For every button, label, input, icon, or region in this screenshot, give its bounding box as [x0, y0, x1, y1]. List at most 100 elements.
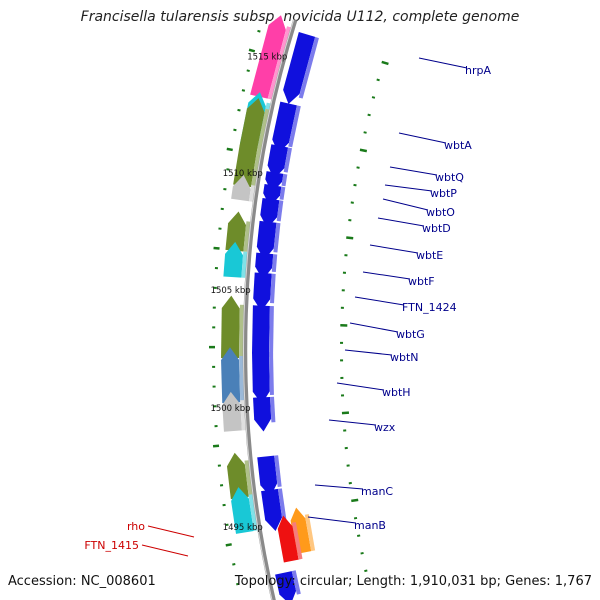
- forward-gene-11-body: [252, 351, 270, 404]
- backbone-highlight: [243, 19, 295, 600]
- forward-gene-1-face: [298, 36, 319, 99]
- outer-tick: [356, 166, 360, 169]
- reverse-gene-1-body: [250, 15, 286, 99]
- gene-label: FTN_1415: [84, 539, 139, 552]
- forward-gene-2: [272, 101, 301, 154]
- reverse-gene-3-face: [257, 108, 270, 150]
- forward-gene-7: [256, 220, 281, 260]
- rho-gene-face: [304, 514, 316, 552]
- forward-gene-3: [267, 144, 292, 180]
- reverse-gene-11-face: [244, 460, 253, 497]
- forward-gene-9-body: [253, 272, 272, 312]
- gene-label: wbtF: [408, 275, 435, 288]
- gene-label: wbtO: [426, 206, 455, 219]
- reverse-gene-6: [225, 211, 251, 252]
- scale-label: 1505 kbp: [211, 286, 251, 296]
- scale-tick: [226, 147, 233, 152]
- accession-text: Accession: NC_008601: [8, 574, 156, 589]
- gene-label: wbtH: [382, 386, 411, 399]
- scale-label: 1510 kbp: [223, 169, 263, 179]
- forward-gene-10-face: [269, 305, 274, 357]
- scale-ticks: 1515 kbp 1510 kbp 1505 kbp 1500 kbp 1495 kbp: [209, 29, 287, 586]
- gene-features: [221, 15, 319, 600]
- reverse-gene-3-body: [239, 98, 265, 149]
- scale-tick: [236, 582, 240, 586]
- reverse-gene-10-body: [222, 391, 242, 432]
- forward-gene-14-face: [277, 488, 287, 522]
- gene-label: wzx: [374, 421, 396, 434]
- forward-gene-12-body: [253, 396, 272, 432]
- outer-tick: [363, 131, 367, 134]
- reverse-gene-12-body: [231, 487, 254, 534]
- forward-gene-10: [252, 305, 274, 366]
- forward-gene-8-face: [271, 254, 278, 273]
- scale-label: 1515 kbp: [247, 52, 287, 62]
- forward-gene-14: [261, 488, 287, 532]
- forward-gene-13-body: [257, 455, 278, 497]
- forward-gene-13: [257, 455, 282, 497]
- reverse-gene-1-face: [267, 26, 291, 100]
- leader-line: [369, 244, 419, 254]
- reverse-gene-6-body: [225, 211, 247, 252]
- outer-tick: [371, 96, 376, 99]
- leader-line: [349, 322, 399, 333]
- scale-tick: [232, 563, 236, 566]
- reverse-gene-12: [231, 487, 258, 534]
- gene-label: wbtQ: [435, 171, 464, 184]
- forward-gene-2-face: [288, 105, 301, 148]
- leader-line: [307, 516, 357, 524]
- gene-label: wbtD: [422, 222, 451, 235]
- reverse-gene-1: [250, 15, 291, 100]
- forward-gene-14-body: [261, 488, 282, 532]
- leader-line: [377, 217, 425, 227]
- scale-tick: [233, 128, 237, 132]
- gene-label: wbtA: [444, 139, 472, 152]
- forward-gene-11-face: [269, 351, 274, 396]
- backbone: [242, 19, 298, 600]
- gene-label: rho: [127, 520, 145, 533]
- leader-line: [147, 525, 195, 538]
- forward-gene-11: [252, 351, 274, 404]
- reverse-gene-7-body: [223, 241, 244, 278]
- outer-tick: [351, 498, 359, 503]
- reverse-gene-4-body: [233, 134, 258, 188]
- reverse-gene-6-face: [243, 221, 251, 252]
- forward-gene-5-face: [279, 186, 286, 200]
- leader-line: [314, 484, 364, 490]
- scale-tick: [237, 108, 241, 112]
- reverse-gene-11-body: [226, 452, 249, 500]
- leader-line: [418, 57, 468, 69]
- gene-label: wbtE: [416, 249, 443, 262]
- gene-label: hrpA: [465, 64, 491, 77]
- reverse-gene-4-face: [250, 144, 262, 188]
- forward-gene-4-face: [281, 173, 288, 187]
- scale-tick: [225, 543, 232, 547]
- forward-gene-9: [253, 272, 276, 312]
- gene-label: FTN_1424: [402, 301, 457, 314]
- scale-tick: [241, 89, 246, 92]
- forward-gene-1: [283, 32, 319, 104]
- scale-label: 1500 kbp: [210, 404, 250, 414]
- forward-gene-15-body: [275, 571, 297, 600]
- reverse-gene-3: [239, 98, 270, 150]
- forward-gene-6-face: [276, 200, 284, 222]
- ftn1415-gene-body: [277, 515, 299, 563]
- forward-gene-10-body: [252, 305, 270, 366]
- leader-line: [141, 544, 189, 557]
- backbone-line: [242, 19, 298, 600]
- forward-gene-1-body: [283, 32, 316, 104]
- forward-gene-2-body: [272, 101, 297, 154]
- ftn1415-gene: [277, 515, 303, 563]
- reverse-gene-8-face: [239, 304, 244, 359]
- forward-gene-9-face: [270, 273, 276, 304]
- forward-gene-6-body: [260, 197, 280, 229]
- outer-tick: [360, 551, 364, 555]
- ftn1415-gene-face: [291, 522, 303, 560]
- outer-tick: [364, 569, 368, 573]
- gene-labels: hrpA wbtA wbtQ wbtP wbtO wbtD wbtE wbtF FTN_1424…: [84, 64, 491, 552]
- leader-line: [362, 271, 411, 280]
- reverse-gene-12-face: [248, 494, 258, 531]
- gene-label: wbtP: [430, 187, 457, 200]
- leader-line: [389, 166, 438, 176]
